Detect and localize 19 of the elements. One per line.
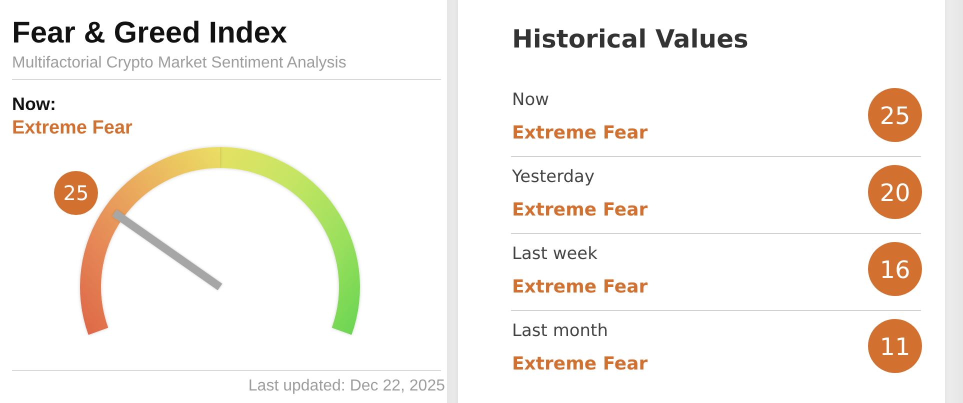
text: Historical Values	[512, 24, 748, 54]
text: Multifactorial Crypto Market Sentiment Analysis	[12, 54, 346, 72]
text: Extreme Fear	[512, 122, 648, 144]
category-label: Last week	[512, 244, 598, 264]
category-label: Last month	[512, 321, 608, 341]
text: Extreme Fear	[512, 276, 648, 298]
text: Fear & Greed Index	[12, 16, 288, 50]
data-label: 25	[880, 102, 910, 130]
data-label: 16	[880, 256, 910, 284]
text: Now:	[12, 94, 56, 114]
data-label: 25	[63, 181, 89, 205]
category-label: Now	[512, 90, 550, 110]
text: Extreme Fear	[512, 354, 648, 374]
text: Extreme Fear	[12, 118, 134, 138]
data-label: 11	[880, 333, 910, 361]
text: Last updated: Dec 22, 2025	[248, 378, 446, 394]
data-label: 20	[880, 179, 910, 207]
text: Extreme Fear	[512, 200, 648, 220]
category-label: Yesterday	[511, 167, 595, 187]
